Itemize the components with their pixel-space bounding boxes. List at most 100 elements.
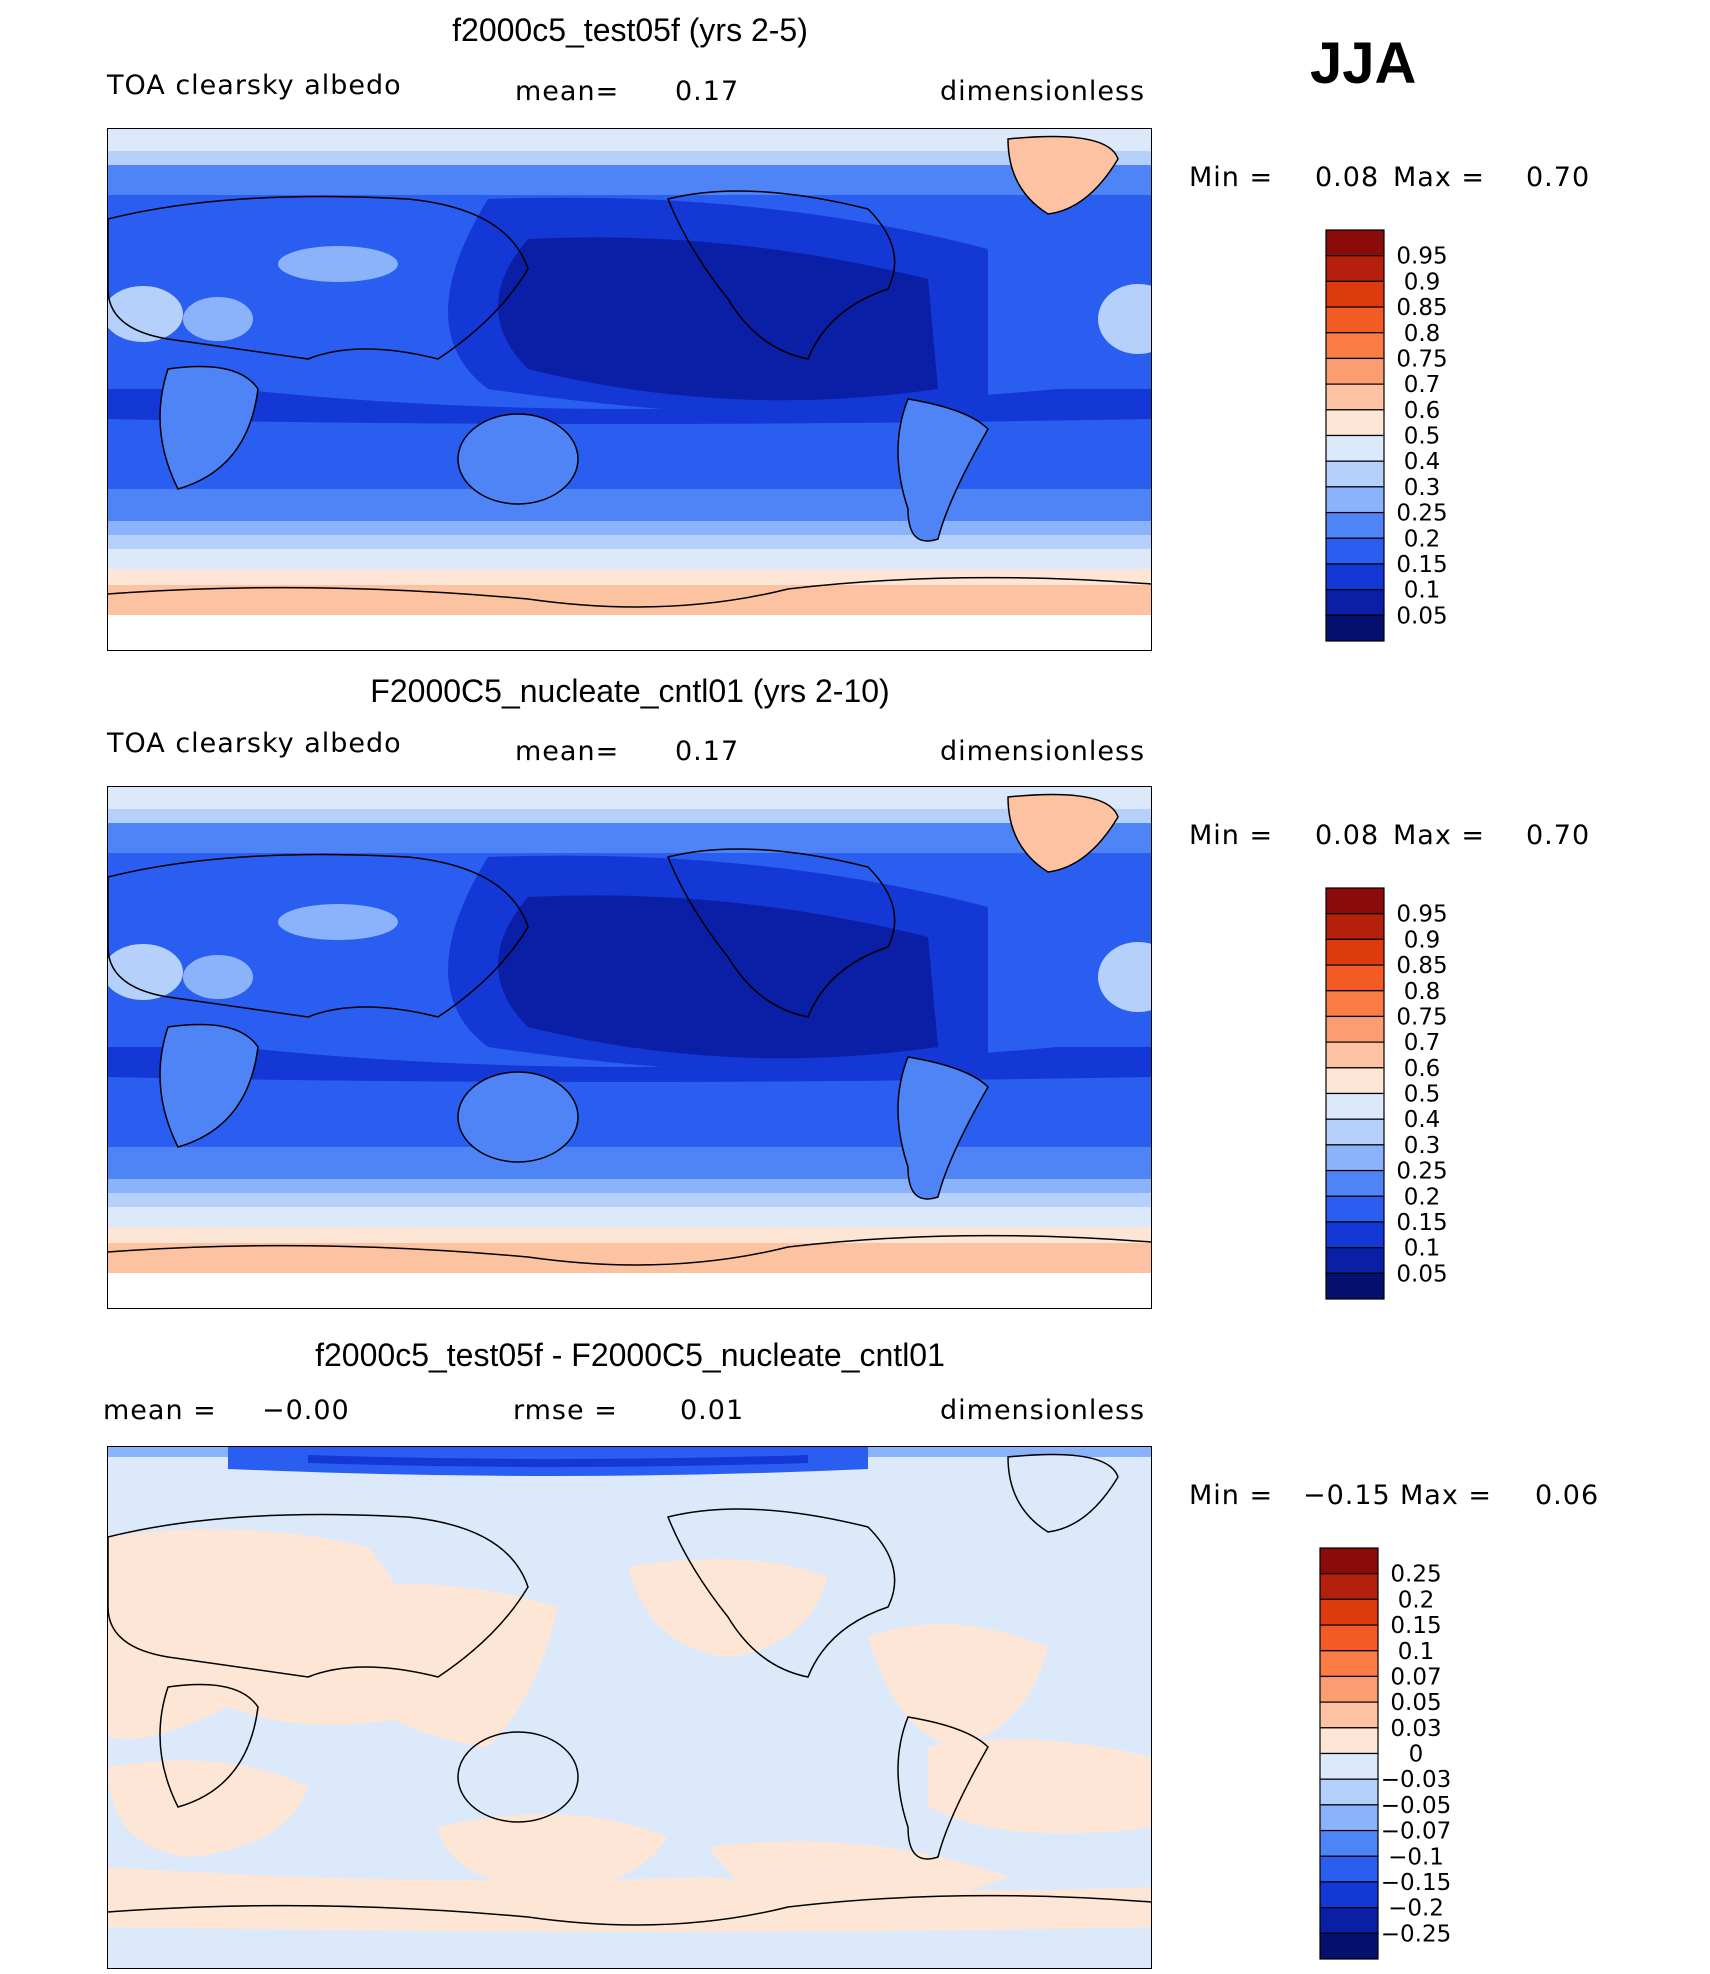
- colorbar-swatch: [1325, 1092, 1385, 1120]
- colorbar-swatch: [1319, 1675, 1379, 1703]
- colorbar-tick-label: 0.6: [1404, 398, 1441, 424]
- colorbar-tick-label: 0.2: [1398, 1587, 1435, 1613]
- colorbar-tick-label: 0.7: [1404, 1030, 1441, 1056]
- colorbar-tick-label: 0.95: [1396, 244, 1447, 270]
- colorbar-swatch: [1325, 409, 1385, 437]
- panel-1-max-label: Max =: [1393, 162, 1486, 193]
- colorbar-tick-label: 0.9: [1404, 269, 1441, 295]
- panel-3-min-label: Min =: [1189, 1480, 1274, 1511]
- panel-3-rmse-label: rmse =: [513, 1395, 618, 1426]
- panel-1-colorbar: 0.95 0.9 0.85 0.8 0.75 0.7 0.6 0.5 0.4 0.3 0.25 0.2…: [1325, 229, 1486, 642]
- colorbar-swatch: [1325, 1272, 1385, 1300]
- colorbar-tick-label: 0.1: [1404, 578, 1441, 604]
- panel-1-min-value: 0.08: [1315, 162, 1380, 193]
- panel-1-max-value: 0.70: [1526, 162, 1591, 193]
- panel-1-mean-value: 0.17: [675, 76, 740, 107]
- colorbar-tick-label: 0.1: [1398, 1639, 1435, 1665]
- colorbar-tick-label: 0.4: [1404, 449, 1441, 475]
- colorbar-swatch: [1319, 1727, 1379, 1755]
- colorbar-swatch: [1325, 614, 1385, 642]
- colorbar-swatch: [1325, 1118, 1385, 1146]
- panel-3-colorbar: 0.25 0.2 0.15 0.1 0.07 0.05 0.03 0 −0.03 −0.05 −0.…: [1319, 1547, 1490, 1960]
- panel-2-min-label: Min =: [1189, 820, 1274, 851]
- panel-3-map: [107, 1446, 1152, 1969]
- colorbar-swatch: [1325, 460, 1385, 488]
- panel-3-title: f2000c5_test05f - F2000C5_nucleate_cntl0…: [315, 1337, 945, 1373]
- colorbar-tick-label: 0.15: [1396, 1210, 1447, 1236]
- panel-2-map: [107, 786, 1152, 1309]
- colorbar-swatch: [1325, 589, 1385, 616]
- colorbar-tick-label: 0.3: [1404, 1133, 1441, 1159]
- colorbar-tick-label: 0.5: [1404, 424, 1441, 450]
- colorbar-tick-label: −0.15: [1381, 1870, 1451, 1896]
- panel-2-mean-label: mean=: [515, 736, 620, 767]
- colorbar-swatch: [1319, 1752, 1379, 1780]
- panel-1-units: dimensionless: [940, 76, 1146, 107]
- colorbar-tick-label: −0.07: [1381, 1819, 1451, 1845]
- colorbar-tick-label: −0.2: [1388, 1896, 1444, 1922]
- panel-3-max-label: Max =: [1400, 1480, 1493, 1511]
- colorbar-tick-label: 0.05: [1390, 1690, 1441, 1716]
- colorbar-tick-label: 0.3: [1404, 475, 1441, 501]
- colorbar-swatch: [1325, 1067, 1385, 1095]
- panel-1-min-label: Min =: [1189, 162, 1274, 193]
- colorbar-tick-label: 0.9: [1404, 927, 1441, 953]
- colorbar-swatch: [1319, 1573, 1379, 1600]
- colorbar-tick-label: 0.75: [1396, 1004, 1447, 1030]
- colorbar-swatch: [1319, 1547, 1379, 1575]
- panel-2-max-label: Max =: [1393, 820, 1486, 851]
- colorbar-tick-label: 0.25: [1390, 1562, 1441, 1588]
- colorbar-swatch: [1325, 306, 1385, 334]
- season-label: JJA: [1310, 31, 1417, 96]
- colorbar-swatch: [1319, 1932, 1379, 1960]
- panel-2-variable-label: TOA clearsky albedo: [107, 728, 402, 759]
- colorbar-swatch: [1325, 280, 1385, 308]
- panel-2-units: dimensionless: [940, 736, 1146, 767]
- colorbar-swatch: [1325, 964, 1385, 992]
- panel-2-max-value: 0.70: [1526, 820, 1591, 851]
- colorbar-swatch: [1325, 938, 1385, 966]
- panel-1-mean-label: mean=: [515, 76, 620, 107]
- colorbar-swatch: [1325, 1221, 1385, 1249]
- colorbar-swatch: [1325, 1144, 1385, 1172]
- panel-3-mean-label: mean =: [103, 1395, 217, 1426]
- colorbar-tick-label: 0.2: [1404, 526, 1441, 552]
- panel-2-mean-value: 0.17: [675, 736, 740, 767]
- colorbar-swatch: [1325, 563, 1385, 591]
- panel-3-rmse-value: 0.01: [680, 1395, 745, 1426]
- colorbar-swatch: [1319, 1598, 1379, 1626]
- panel-1-variable-label: TOA clearsky albedo: [107, 70, 402, 101]
- colorbar-tick-label: 0.1: [1404, 1236, 1441, 1262]
- colorbar-swatch: [1319, 1804, 1379, 1832]
- colorbar-tick-label: −0.25: [1381, 1921, 1451, 1947]
- colorbar-tick-label: 0.05: [1396, 1261, 1447, 1287]
- colorbar-swatch: [1319, 1650, 1379, 1678]
- panel-1-title: f2000c5_test05f (yrs 2-5): [452, 12, 808, 48]
- panel-1-map: [107, 128, 1152, 651]
- colorbar-tick-label: −0.1: [1388, 1844, 1444, 1870]
- colorbar-swatch: [1325, 383, 1385, 411]
- colorbar-tick-label: 0.03: [1390, 1716, 1441, 1742]
- colorbar-tick-label: 0: [1409, 1742, 1424, 1768]
- panel-3-max-value: 0.06: [1535, 1480, 1600, 1511]
- colorbar-swatch: [1325, 1015, 1385, 1043]
- colorbar-swatch: [1325, 434, 1385, 462]
- colorbar-swatch: [1319, 1778, 1379, 1806]
- panel-2-colorbar: 0.95 0.9 0.85 0.8 0.75 0.7 0.6 0.5 0.4 0.3 0.25 0.2…: [1325, 887, 1486, 1300]
- colorbar-tick-label: 0.7: [1404, 372, 1441, 398]
- colorbar-swatch: [1325, 887, 1385, 915]
- panel-3-min-value: −0.15: [1303, 1480, 1391, 1511]
- colorbar-swatch: [1325, 913, 1385, 940]
- colorbar-tick-label: 0.8: [1404, 979, 1441, 1005]
- colorbar-tick-label: 0.95: [1396, 902, 1447, 928]
- panel-3-mean-value: −0.00: [262, 1395, 350, 1426]
- colorbar-swatch: [1319, 1701, 1379, 1729]
- colorbar-tick-label: 0.85: [1396, 953, 1447, 979]
- colorbar-tick-label: 0.05: [1396, 603, 1447, 629]
- colorbar-tick-label: 0.15: [1396, 552, 1447, 578]
- colorbar-swatch: [1325, 537, 1385, 565]
- colorbar-tick-label: 0.4: [1404, 1107, 1441, 1133]
- colorbar-tick-label: 0.25: [1396, 1159, 1447, 1185]
- colorbar-tick-label: 0.07: [1390, 1664, 1441, 1690]
- colorbar-swatch: [1325, 229, 1385, 257]
